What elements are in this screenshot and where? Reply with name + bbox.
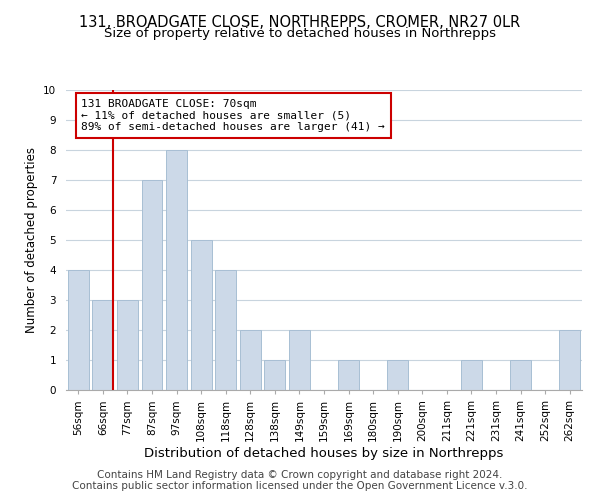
Bar — [240, 330, 261, 390]
Bar — [387, 360, 408, 390]
X-axis label: Distribution of detached houses by size in Northrepps: Distribution of detached houses by size … — [145, 446, 503, 460]
Bar — [117, 300, 138, 390]
Text: Contains public sector information licensed under the Open Government Licence v.: Contains public sector information licen… — [72, 481, 528, 491]
Bar — [559, 330, 580, 390]
Bar — [68, 270, 89, 390]
Y-axis label: Number of detached properties: Number of detached properties — [25, 147, 38, 333]
Bar — [461, 360, 482, 390]
Text: 131, BROADGATE CLOSE, NORTHREPPS, CROMER, NR27 0LR: 131, BROADGATE CLOSE, NORTHREPPS, CROMER… — [79, 15, 521, 30]
Text: Contains HM Land Registry data © Crown copyright and database right 2024.: Contains HM Land Registry data © Crown c… — [97, 470, 503, 480]
Text: 131 BROADGATE CLOSE: 70sqm
← 11% of detached houses are smaller (5)
89% of semi-: 131 BROADGATE CLOSE: 70sqm ← 11% of deta… — [82, 99, 385, 132]
Bar — [142, 180, 163, 390]
Bar — [338, 360, 359, 390]
Bar — [215, 270, 236, 390]
Bar — [92, 300, 113, 390]
Bar — [191, 240, 212, 390]
Bar — [265, 360, 286, 390]
Bar — [510, 360, 531, 390]
Bar — [166, 150, 187, 390]
Bar — [289, 330, 310, 390]
Text: Size of property relative to detached houses in Northrepps: Size of property relative to detached ho… — [104, 28, 496, 40]
